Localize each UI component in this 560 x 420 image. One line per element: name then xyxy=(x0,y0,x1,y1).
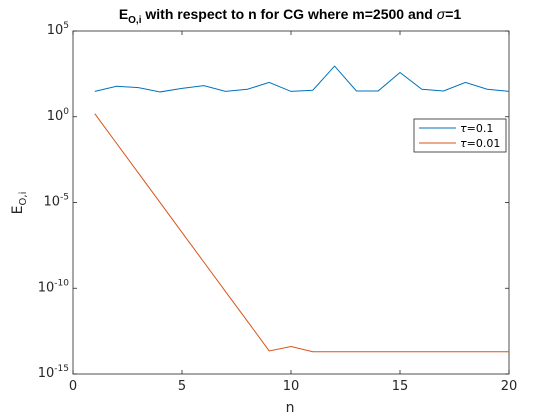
x-axis-ticks: 0 5 10 15 20 xyxy=(69,31,517,394)
legend-entry-tau-0-01: τ=0.01 xyxy=(460,137,500,150)
legend-entry-tau-0-1: τ=0.1 xyxy=(460,122,493,135)
x-tick-label: 10 xyxy=(283,379,300,394)
x-tick-label: 0 xyxy=(69,379,77,394)
x-tick-label: 15 xyxy=(392,379,409,394)
series-group xyxy=(94,65,510,353)
series-line-1 xyxy=(94,113,509,353)
y-axis-ticks: 10-15 10-10 10-5 100 105 xyxy=(38,21,509,381)
y-axis-label: EO,i xyxy=(10,192,29,215)
plot-area xyxy=(72,30,510,375)
series-line-0 xyxy=(94,65,510,93)
y-tick-label: 100 xyxy=(47,107,70,124)
x-tick-label: 20 xyxy=(501,379,518,394)
legend-box xyxy=(413,118,507,153)
chart-title: EO,i with respect to n for CG where m=25… xyxy=(119,6,462,26)
y-tick-label: 10-15 xyxy=(38,364,69,381)
y-tick-label: 10-10 xyxy=(38,278,70,295)
x-tick-label: 5 xyxy=(178,379,186,394)
legend: τ=0.1 τ=0.01 xyxy=(413,118,507,153)
y-tick-label: 10-5 xyxy=(43,193,69,210)
x-axis-label: n xyxy=(286,400,295,416)
y-tick-label: 105 xyxy=(47,21,69,38)
